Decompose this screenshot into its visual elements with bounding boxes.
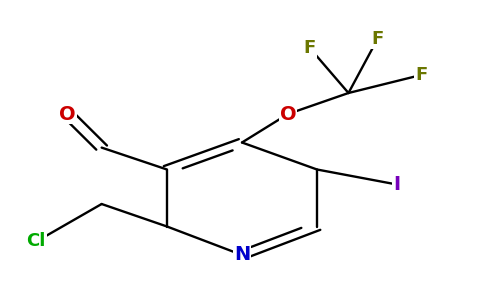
Text: O: O (280, 104, 296, 124)
Text: I: I (393, 175, 400, 194)
Text: F: F (415, 66, 427, 84)
Text: N: N (234, 245, 250, 265)
Text: F: F (303, 39, 316, 57)
Text: Cl: Cl (27, 232, 46, 250)
Text: O: O (60, 104, 76, 124)
Text: F: F (371, 30, 384, 48)
